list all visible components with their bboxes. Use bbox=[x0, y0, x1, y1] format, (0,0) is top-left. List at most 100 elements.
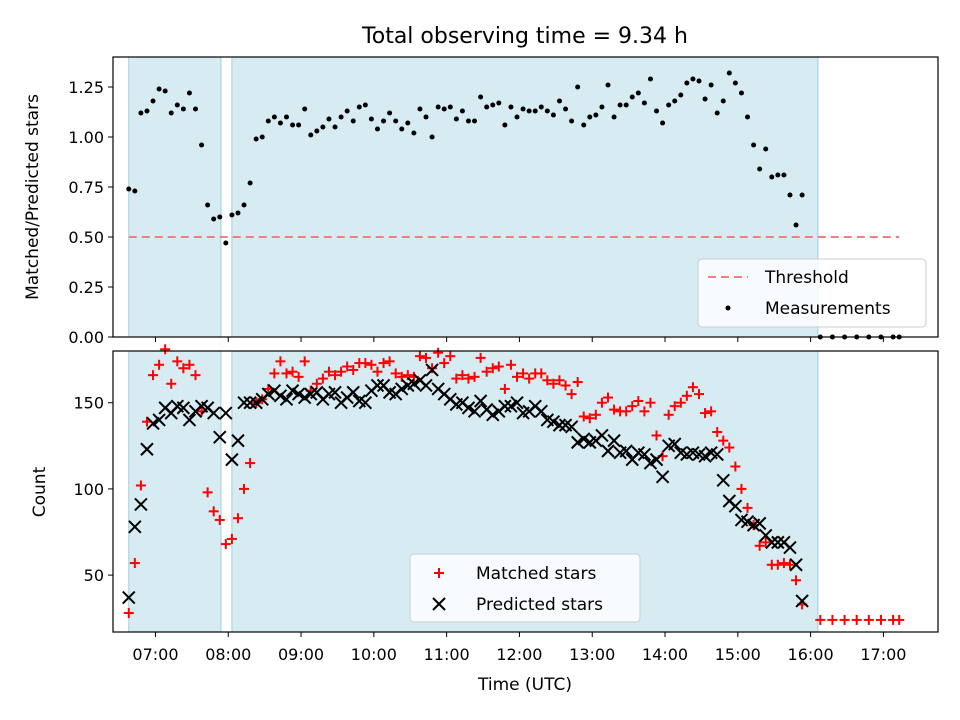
y-tick-label: 0.75 bbox=[68, 178, 104, 197]
measurement-point bbox=[374, 126, 380, 132]
measurement-point bbox=[647, 76, 653, 82]
measurement-point bbox=[666, 102, 672, 108]
predicted-star-marker bbox=[395, 382, 409, 396]
predicted-star-marker bbox=[765, 535, 779, 550]
matched-star-marker bbox=[226, 533, 237, 544]
x-tick-label-0700: 07:00 bbox=[132, 645, 178, 664]
measurement-point bbox=[696, 78, 702, 84]
matched-star-marker bbox=[839, 614, 850, 625]
measurement-point bbox=[769, 174, 775, 180]
predicted-star-marker bbox=[461, 401, 476, 415]
matched-star-marker bbox=[239, 483, 250, 494]
predicted-star-marker bbox=[473, 394, 488, 408]
matched-star-marker bbox=[815, 614, 826, 625]
measurement-point bbox=[441, 106, 447, 112]
predicted-star-marker bbox=[213, 430, 227, 444]
top-plot-frame bbox=[112, 56, 939, 338]
measurement-point bbox=[569, 118, 575, 124]
measurement-point bbox=[611, 114, 617, 120]
matched-star-marker bbox=[524, 373, 535, 384]
matched-star-marker bbox=[220, 539, 231, 550]
measurement-point bbox=[532, 108, 538, 114]
measurement-point bbox=[405, 120, 411, 126]
measurement-point bbox=[484, 104, 490, 110]
measurement-point bbox=[223, 240, 229, 246]
measurement-point bbox=[502, 122, 508, 128]
matched-star-marker bbox=[700, 408, 711, 419]
x-axis-label: Time (UTC) bbox=[477, 675, 572, 695]
measurement-point bbox=[544, 108, 550, 114]
measurement-point bbox=[490, 102, 496, 108]
measurement-point bbox=[599, 104, 605, 110]
y-tick-label: 0.00 bbox=[68, 328, 104, 347]
matched-star-marker bbox=[378, 358, 389, 369]
measurement-point bbox=[757, 166, 763, 172]
x-tick-label-1200: 12:00 bbox=[496, 645, 542, 664]
predicted-star-marker bbox=[595, 428, 609, 443]
measurement-point bbox=[617, 102, 623, 108]
matched-star-marker bbox=[778, 558, 789, 569]
matched-star-marker bbox=[681, 390, 692, 401]
measurement-point bbox=[381, 118, 387, 124]
measurement-point bbox=[271, 114, 277, 120]
measurement-point bbox=[217, 214, 223, 220]
measurement-point bbox=[575, 84, 581, 90]
x-tick-label-0800: 08:00 bbox=[205, 645, 251, 664]
measurement-point bbox=[241, 202, 247, 208]
matched-star-marker bbox=[542, 375, 553, 386]
predicted-star-marker bbox=[291, 387, 306, 401]
predicted-star-marker bbox=[498, 399, 512, 413]
matched-star-marker bbox=[481, 366, 492, 377]
x-tick-label-1700: 17:00 bbox=[860, 645, 906, 664]
matched-star-marker bbox=[590, 409, 601, 420]
matched-stars-legend-swatch bbox=[434, 568, 444, 578]
matched-star-marker bbox=[863, 614, 874, 625]
x-tick-label-1400: 14:00 bbox=[642, 645, 688, 664]
predicted-star-marker bbox=[261, 387, 276, 401]
measurement-point bbox=[399, 126, 405, 132]
measurement-point bbox=[720, 98, 726, 104]
matched-star-marker bbox=[596, 397, 607, 408]
predicted-star-marker bbox=[546, 414, 561, 429]
bottom-star-count-points bbox=[122, 344, 905, 625]
measurement-point bbox=[296, 122, 302, 128]
measurement-point bbox=[150, 98, 156, 104]
measurement-point bbox=[132, 188, 138, 194]
predicted-star-marker bbox=[668, 437, 682, 451]
matched-star-marker bbox=[299, 356, 310, 367]
matched-star-marker bbox=[342, 361, 353, 372]
bottom-y-axis-label: Count bbox=[30, 466, 50, 517]
measurement-point bbox=[156, 86, 162, 92]
measurement-point bbox=[314, 128, 320, 134]
matched-star-marker bbox=[760, 537, 771, 548]
matched-star-marker bbox=[469, 371, 480, 382]
measurement-point bbox=[205, 202, 211, 208]
matched-star-marker bbox=[390, 368, 401, 379]
measurement-point bbox=[235, 210, 241, 216]
matched-star-marker bbox=[311, 378, 322, 389]
measurement-point bbox=[799, 192, 805, 198]
predicted-star-marker bbox=[534, 404, 548, 419]
measurement-point bbox=[563, 106, 569, 112]
predicted-star-marker bbox=[134, 497, 148, 512]
matched-star-marker bbox=[554, 375, 565, 386]
predicted-star-marker bbox=[637, 447, 652, 462]
matched-star-marker bbox=[675, 397, 686, 408]
predicted-star-marker bbox=[146, 416, 160, 431]
x-tick-label-1100: 11:00 bbox=[424, 645, 470, 664]
predicted-star-marker bbox=[182, 413, 197, 427]
predicted-star-marker bbox=[740, 514, 755, 529]
matched-star-marker bbox=[433, 347, 444, 358]
measurement-point bbox=[459, 108, 465, 114]
matched-star-marker bbox=[784, 559, 795, 570]
matched-star-marker bbox=[330, 370, 341, 381]
measurement-point bbox=[308, 132, 314, 138]
measurement-point bbox=[144, 108, 150, 114]
measurement-point bbox=[581, 122, 587, 128]
matched-star-marker bbox=[190, 370, 201, 381]
chart-title: Total observing time = 9.34 h bbox=[361, 24, 688, 49]
predicted-star-marker bbox=[249, 396, 263, 410]
measurement-point bbox=[423, 114, 429, 120]
measurement-point bbox=[587, 114, 593, 120]
